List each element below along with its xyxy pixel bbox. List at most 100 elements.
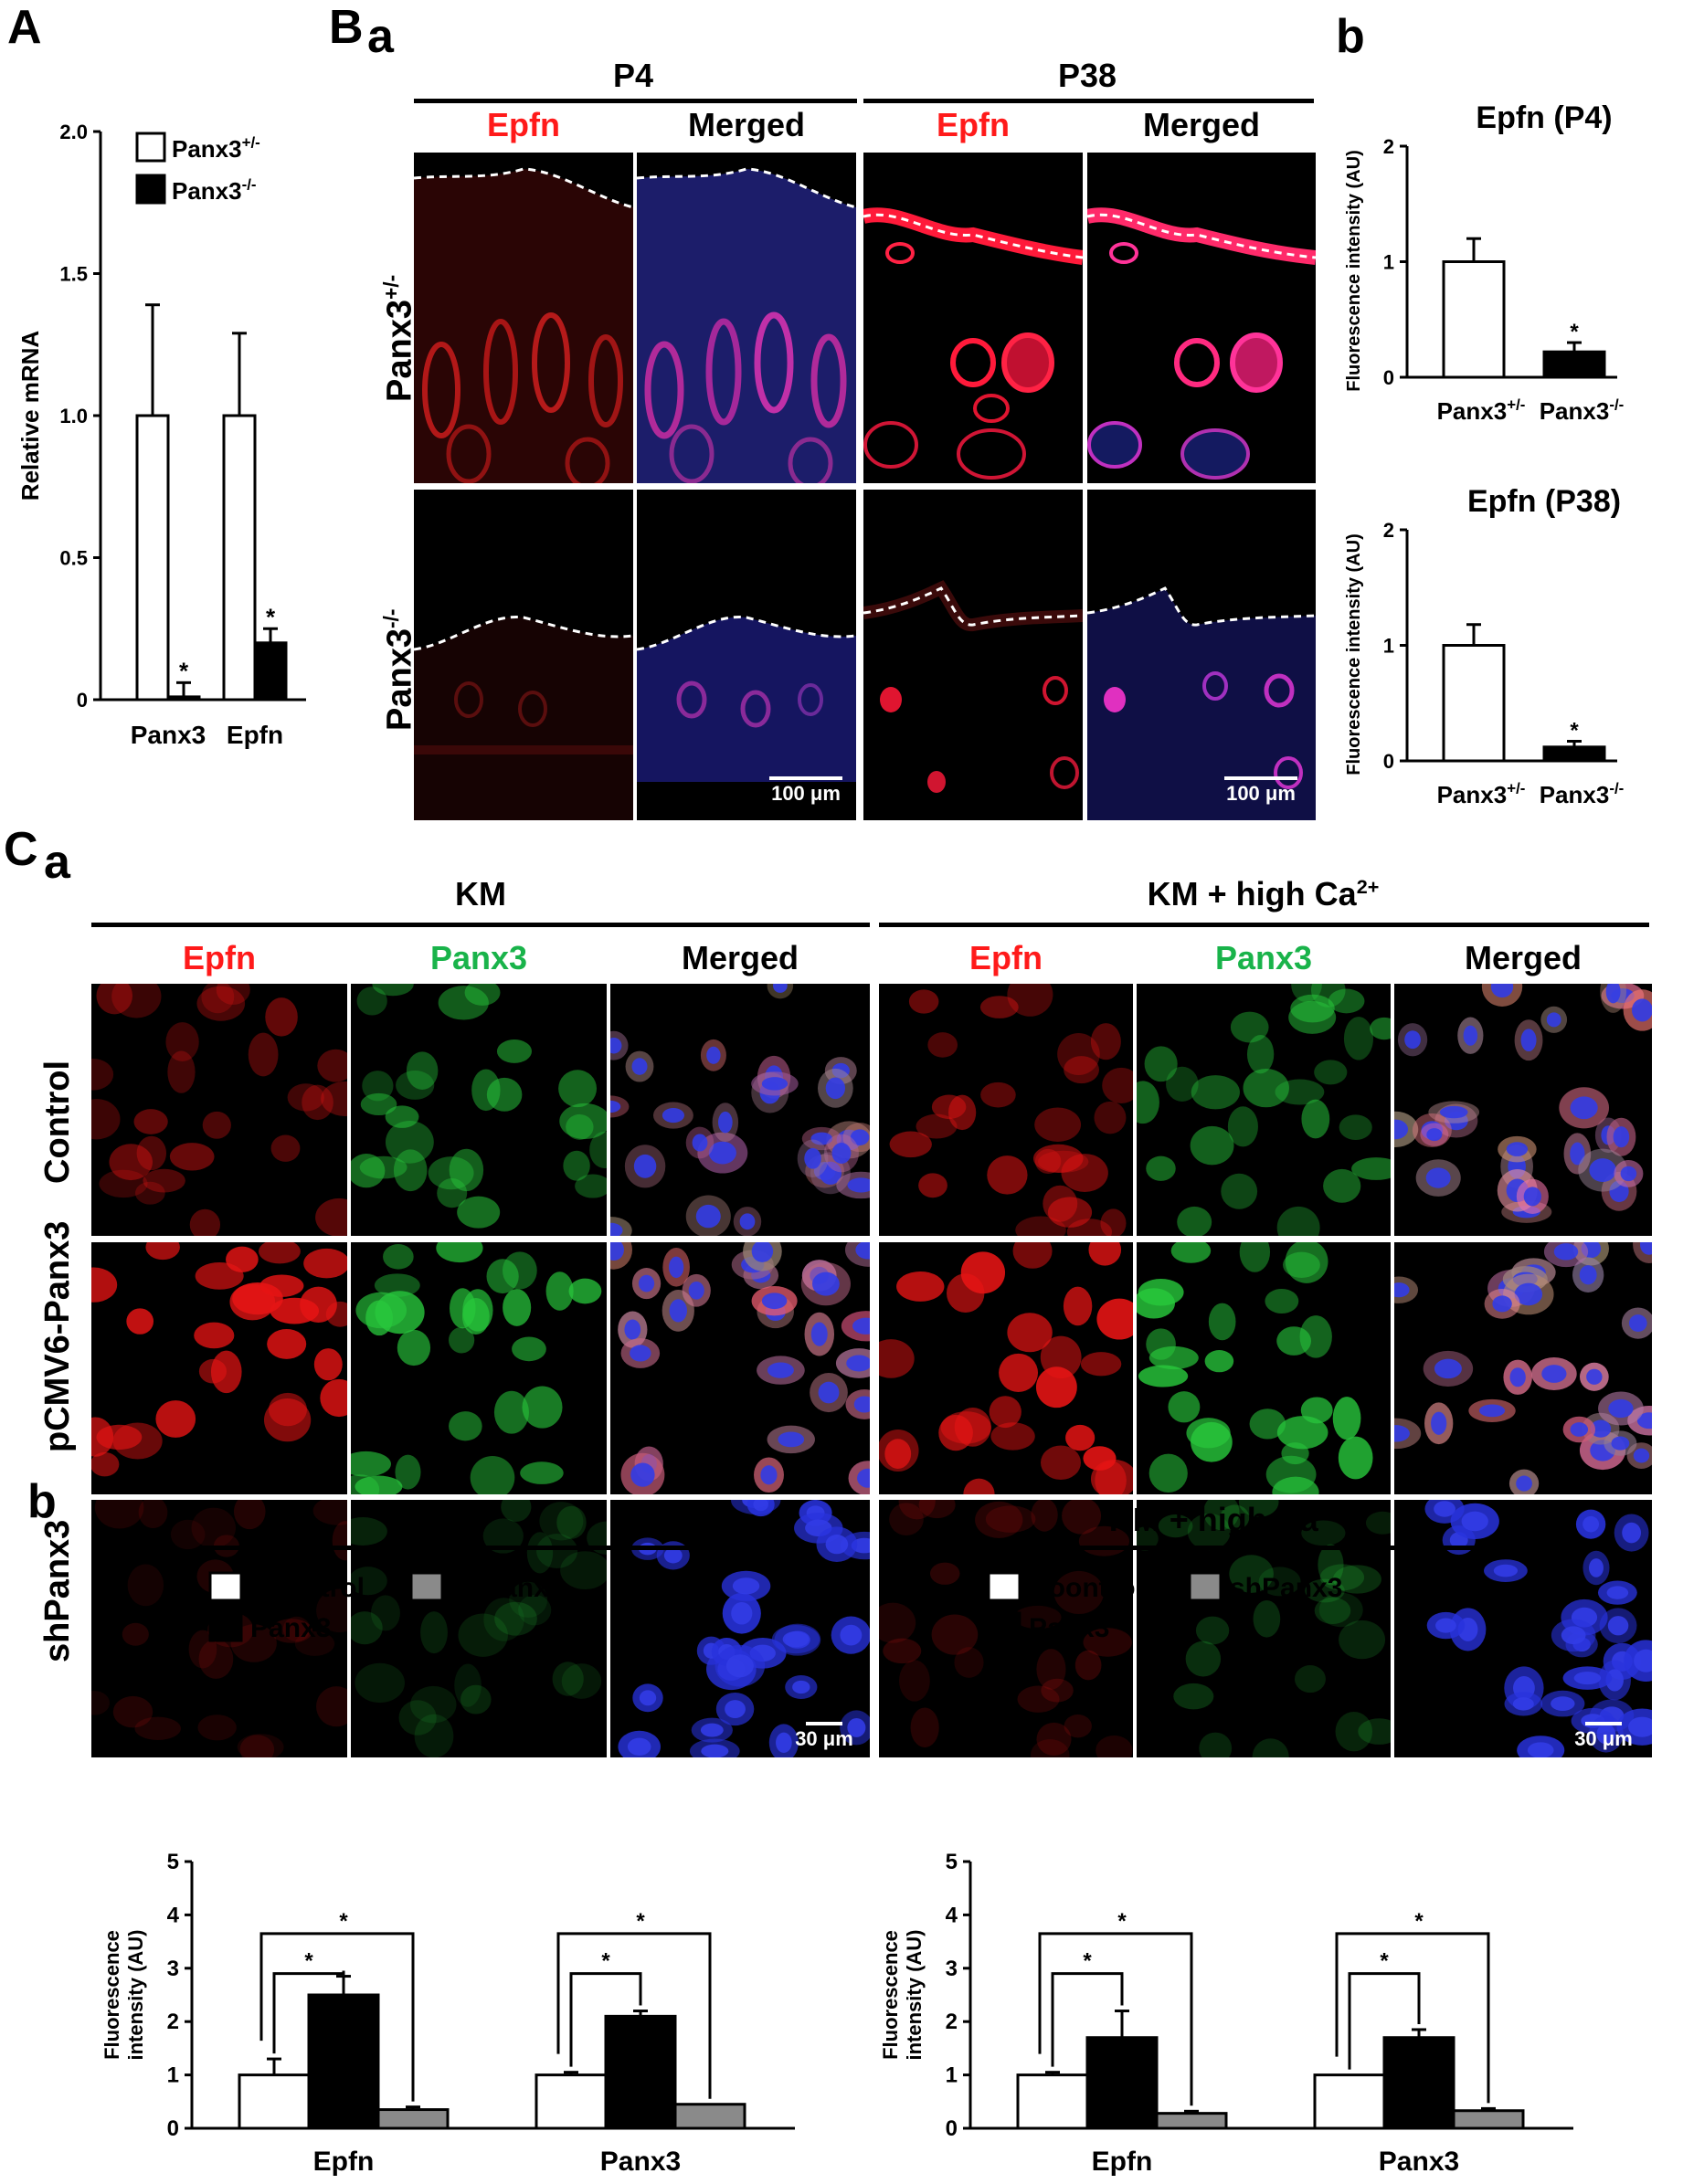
cell-nucleus (776, 1732, 792, 1754)
group-rule-km (91, 923, 870, 927)
group-rule-p4 (414, 99, 857, 103)
cell (127, 1564, 164, 1607)
cell (1053, 1570, 1105, 1615)
cell-nucleus (1394, 1425, 1410, 1442)
micrograph-p38-ko-merged (1087, 490, 1316, 820)
cell (1057, 1032, 1100, 1076)
cell (270, 1619, 313, 1643)
cell (1332, 1397, 1361, 1440)
cell (1094, 1101, 1127, 1134)
cell (494, 1601, 537, 1636)
bar (1542, 745, 1606, 763)
micrograph-image (91, 984, 347, 1236)
cell (1144, 1046, 1178, 1082)
scale-bar-b-p4: 100 μm (760, 776, 852, 806)
cell-nucleus (818, 1381, 840, 1404)
cell (931, 1614, 979, 1655)
micrograph-image (1137, 984, 1391, 1236)
cell (1338, 1436, 1373, 1480)
cell (1319, 1564, 1365, 1591)
cell (458, 1613, 508, 1657)
cell-nucleus (1553, 1243, 1579, 1261)
cell (450, 1288, 476, 1329)
col-header-panx3: Panx3 (1214, 939, 1313, 976)
panel-label-ca: a (44, 836, 70, 889)
cell (954, 1407, 991, 1447)
cell (265, 997, 298, 1037)
cell (1370, 1017, 1391, 1040)
significance-bracket (259, 1932, 415, 2102)
cell-nucleus (1404, 1030, 1421, 1050)
cell-nucleus (855, 1242, 870, 1260)
cell (999, 1353, 1039, 1393)
cell-nucleus (767, 1362, 794, 1378)
cell (985, 1505, 1036, 1533)
cell (1332, 1565, 1381, 1594)
cell (359, 1155, 408, 1179)
cell (428, 1156, 474, 1190)
cell (1166, 1066, 1199, 1102)
micrograph-pcmv6-panx3-kmca-merged (1394, 1242, 1652, 1494)
cell (374, 1273, 420, 1297)
cell (1276, 1206, 1320, 1236)
cell (989, 1396, 1021, 1429)
cell (233, 1500, 266, 1530)
cell (313, 1348, 343, 1381)
cell-nucleus (1570, 1142, 1585, 1166)
y-tick-label: 4 (946, 1903, 958, 1927)
cell (1034, 1148, 1062, 1175)
col-header-panx3: Panx3 (429, 939, 528, 976)
chart-title: Epfn (P38) (1467, 484, 1621, 519)
cell (351, 1154, 386, 1188)
cell (1300, 1397, 1333, 1424)
cell (1036, 1722, 1072, 1757)
cell (889, 1131, 932, 1158)
cell (1138, 1365, 1189, 1387)
cell (134, 1181, 165, 1205)
y-tick-label: 2 (167, 2010, 179, 2034)
cell (438, 986, 489, 1020)
row-label-shpanx3: shPanx3 (38, 1519, 77, 1662)
significance-star: * (1414, 1909, 1424, 1934)
cell-nucleus (1561, 1626, 1586, 1645)
y-tick-label: 3 (946, 1957, 958, 1981)
significance-bracket (1348, 1972, 1421, 2070)
cell (351, 1567, 387, 1596)
cell-nucleus (778, 1431, 805, 1448)
cell (948, 1094, 977, 1131)
cell (1253, 1599, 1281, 1638)
y-axis-label: Fluorescence (879, 1930, 902, 2060)
cell (91, 1691, 110, 1715)
cell (237, 1734, 284, 1757)
cell (194, 1322, 235, 1349)
cell (1252, 1738, 1289, 1757)
cell-nucleus (1546, 1012, 1561, 1028)
cell (1275, 1079, 1325, 1105)
cell (91, 1059, 114, 1091)
y-tick-label: 1 (946, 2063, 958, 2088)
cell (111, 984, 162, 1018)
cell (449, 1148, 484, 1192)
legend-swatch-ko (135, 174, 166, 205)
cell (1064, 1056, 1100, 1084)
cell-nucleus (1589, 1158, 1616, 1183)
cell (321, 1081, 347, 1116)
cell (191, 1507, 236, 1548)
cell (170, 1519, 206, 1550)
cell-nucleus (639, 1690, 657, 1706)
cell (1137, 1081, 1159, 1124)
title-rule (201, 1546, 795, 1550)
cell-nucleus (1570, 1422, 1589, 1437)
cell (575, 1174, 607, 1198)
cell (990, 1422, 1035, 1451)
cell (138, 1500, 168, 1529)
cell (1032, 1144, 1084, 1174)
cell-nucleus (630, 1345, 651, 1362)
cell (947, 1273, 985, 1314)
cell (552, 1662, 584, 1696)
cell-nucleus (1434, 1358, 1462, 1379)
cell (1017, 1685, 1060, 1713)
cell (393, 1149, 428, 1192)
cell (1061, 1154, 1108, 1193)
cell (1012, 1242, 1053, 1269)
